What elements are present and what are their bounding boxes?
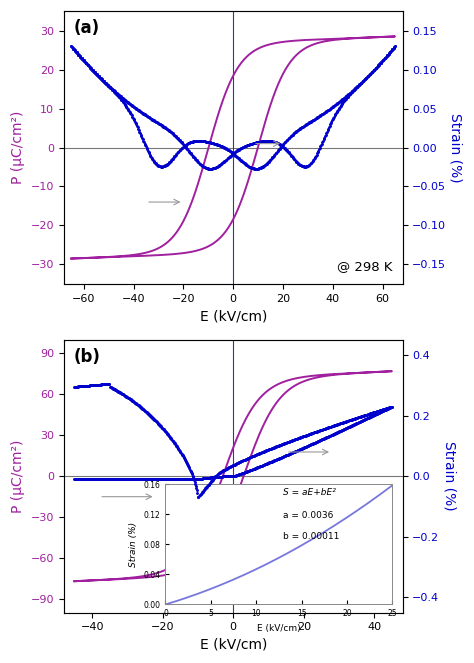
Text: @ 298 K: @ 298 K — [337, 260, 392, 273]
Y-axis label: P (μC/cm²): P (μC/cm²) — [11, 440, 25, 513]
Y-axis label: P (μC/cm²): P (μC/cm²) — [11, 111, 25, 184]
Text: (b): (b) — [74, 348, 101, 366]
X-axis label: E (kV/cm): E (kV/cm) — [200, 309, 267, 323]
Y-axis label: Strain (%): Strain (%) — [442, 442, 456, 511]
X-axis label: E (kV/cm): E (kV/cm) — [200, 638, 267, 652]
Y-axis label: Strain (%): Strain (%) — [449, 113, 463, 182]
Text: (a): (a) — [74, 19, 100, 37]
Text: @ 453 K: @ 453 K — [337, 589, 392, 602]
